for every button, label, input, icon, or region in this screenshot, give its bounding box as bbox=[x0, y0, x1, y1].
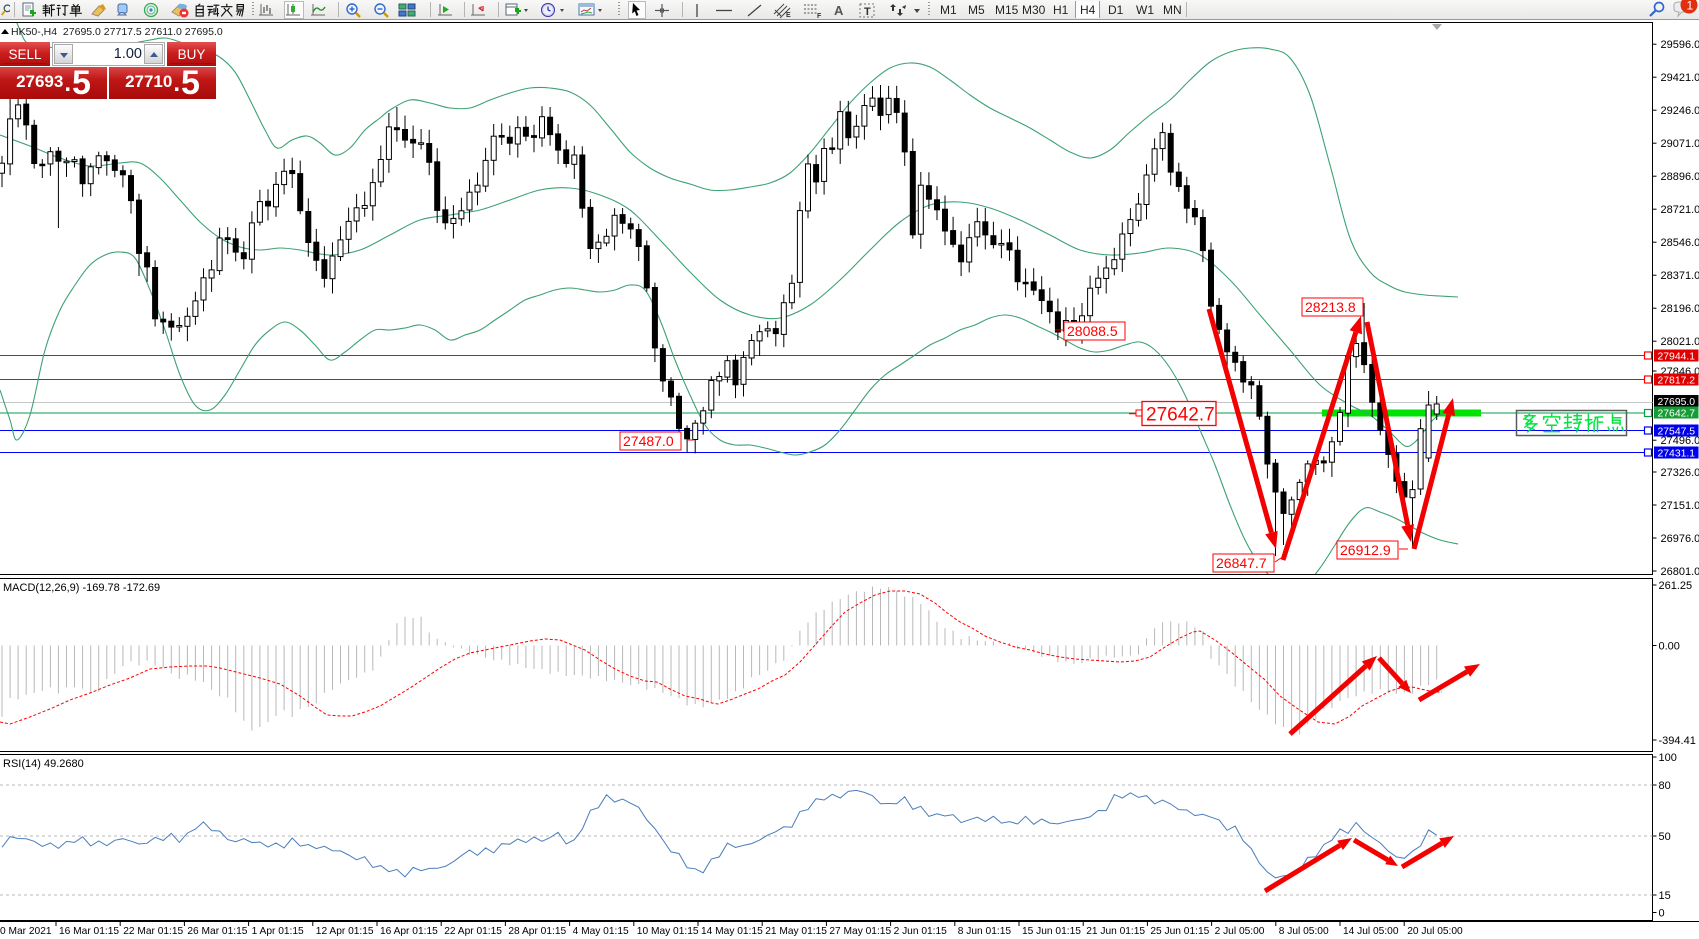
svg-text:14 Jul 05:00: 14 Jul 05:00 bbox=[1343, 926, 1399, 937]
svg-text:27431.1: 27431.1 bbox=[1658, 448, 1696, 459]
svg-text:28088.5: 28088.5 bbox=[1067, 323, 1118, 339]
svg-text:29071.0: 29071.0 bbox=[1661, 138, 1699, 150]
svg-text:26847.7: 26847.7 bbox=[1216, 555, 1267, 571]
svg-text:4 May 01:15: 4 May 01:15 bbox=[573, 926, 629, 937]
svg-text:21 May 01:15: 21 May 01:15 bbox=[765, 926, 827, 937]
svg-text:12 Apr 01:15: 12 Apr 01:15 bbox=[316, 926, 374, 937]
svg-text:27496.0: 27496.0 bbox=[1661, 435, 1699, 447]
svg-text:100: 100 bbox=[1659, 752, 1677, 764]
svg-text:27151.0: 27151.0 bbox=[1661, 500, 1699, 512]
svg-text:27487.0: 27487.0 bbox=[623, 433, 674, 449]
svg-text:26976.0: 26976.0 bbox=[1661, 533, 1699, 545]
svg-text:28196.0: 28196.0 bbox=[1661, 303, 1699, 315]
svg-text:26 Mar 01:15: 26 Mar 01:15 bbox=[187, 926, 247, 937]
svg-text:1 Apr 01:15: 1 Apr 01:15 bbox=[252, 926, 304, 937]
svg-text:-394.41: -394.41 bbox=[1659, 735, 1696, 747]
svg-text:2 Jul 05:00: 2 Jul 05:00 bbox=[1215, 926, 1265, 937]
svg-text:29596.0: 29596.0 bbox=[1661, 39, 1699, 51]
svg-text:27 May 01:15: 27 May 01:15 bbox=[829, 926, 891, 937]
svg-text:E: E bbox=[786, 12, 791, 19]
svg-text:8 Jun 01:15: 8 Jun 01:15 bbox=[958, 926, 1012, 937]
svg-text:27817.2: 27817.2 bbox=[1658, 375, 1696, 386]
svg-text:28896.0: 28896.0 bbox=[1661, 171, 1699, 183]
svg-text:28721.0: 28721.0 bbox=[1661, 204, 1699, 216]
svg-text:26801.0: 26801.0 bbox=[1661, 566, 1699, 578]
svg-text:22 Mar 01:15: 22 Mar 01:15 bbox=[123, 926, 183, 937]
svg-text:MACD(12,26,9) -169.78 -172.69: MACD(12,26,9) -169.78 -172.69 bbox=[3, 582, 160, 594]
svg-text:28371.0: 28371.0 bbox=[1661, 270, 1699, 282]
svg-text:16 Apr 01:15: 16 Apr 01:15 bbox=[380, 926, 438, 937]
svg-text:16 Mar 01:15: 16 Mar 01:15 bbox=[59, 926, 119, 937]
svg-text:10 May 01:15: 10 May 01:15 bbox=[637, 926, 699, 937]
svg-text:F: F bbox=[817, 13, 822, 19]
svg-text:261.25: 261.25 bbox=[1659, 580, 1693, 592]
svg-text:20 Jul 05:00: 20 Jul 05:00 bbox=[1407, 926, 1463, 937]
svg-text:50: 50 bbox=[1659, 831, 1671, 843]
svg-text:29421.0: 29421.0 bbox=[1661, 72, 1699, 84]
svg-text:RSI(14) 49.2680: RSI(14) 49.2680 bbox=[3, 758, 84, 770]
svg-text:29246.0: 29246.0 bbox=[1661, 105, 1699, 117]
svg-text:T: T bbox=[864, 6, 871, 18]
svg-text:27547.5: 27547.5 bbox=[1658, 426, 1696, 437]
svg-text:27326.0: 27326.0 bbox=[1661, 467, 1699, 479]
svg-text:21 Jun 01:15: 21 Jun 01:15 bbox=[1086, 926, 1145, 937]
svg-text:0.00: 0.00 bbox=[1659, 641, 1680, 653]
svg-text:28546.0: 28546.0 bbox=[1661, 237, 1699, 249]
svg-text:26912.9: 26912.9 bbox=[1340, 542, 1391, 558]
svg-text:27642.7: 27642.7 bbox=[1146, 405, 1215, 426]
svg-text:27695.0: 27695.0 bbox=[1658, 397, 1696, 408]
svg-text:28213.8: 28213.8 bbox=[1305, 299, 1356, 315]
svg-text:8 Jul 05:00: 8 Jul 05:00 bbox=[1279, 926, 1329, 937]
svg-text:27642.7: 27642.7 bbox=[1658, 408, 1696, 419]
svg-text:14 May 01:15: 14 May 01:15 bbox=[701, 926, 763, 937]
svg-text:27944.1: 27944.1 bbox=[1658, 351, 1696, 362]
svg-text:1: 1 bbox=[1687, 0, 1694, 12]
svg-text:0: 0 bbox=[1659, 908, 1665, 920]
svg-text:28021.0: 28021.0 bbox=[1661, 336, 1699, 348]
svg-text:0 Mar 2021: 0 Mar 2021 bbox=[0, 926, 52, 937]
svg-text:25 Jun 01:15: 25 Jun 01:15 bbox=[1150, 926, 1209, 937]
svg-text:80: 80 bbox=[1659, 780, 1671, 792]
svg-text:15: 15 bbox=[1659, 890, 1671, 902]
svg-text:28 Apr 01:15: 28 Apr 01:15 bbox=[508, 926, 566, 937]
svg-text:2 Jun 01:15: 2 Jun 01:15 bbox=[894, 926, 948, 937]
svg-text:15 Jun 01:15: 15 Jun 01:15 bbox=[1022, 926, 1081, 937]
svg-text:22 Apr 01:15: 22 Apr 01:15 bbox=[444, 926, 502, 937]
